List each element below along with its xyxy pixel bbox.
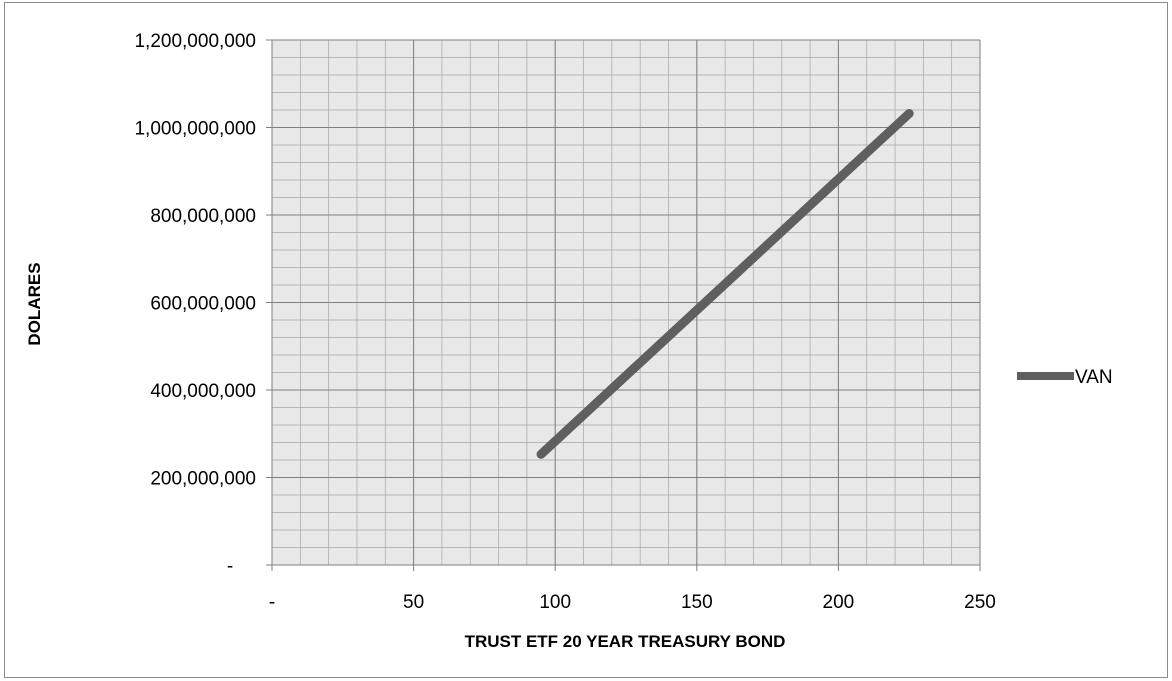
x-tick-label: 100: [539, 592, 571, 613]
y-tick-label: 600,000,000: [150, 294, 256, 315]
x-axis-title: TRUST ETF 20 YEAR TREASURY BOND: [465, 632, 786, 651]
y-tick-label: 1,000,000,000: [134, 119, 256, 140]
x-tick-label: 200: [823, 592, 855, 613]
legend-label-van: VAN: [1075, 367, 1113, 388]
x-tick-label: 50: [403, 592, 424, 613]
y-tick-label: 1,200,000,000: [134, 31, 256, 52]
y-tick-label: -: [227, 556, 233, 577]
x-tick-label: -: [269, 592, 275, 613]
y-tick-label: 800,000,000: [150, 206, 256, 227]
y-axis-title: DOLARES: [25, 262, 44, 345]
x-tick-label: 250: [964, 592, 996, 613]
x-tick-label: 150: [681, 592, 713, 613]
series-line-van: [536, 109, 914, 459]
y-tick-label: 400,000,000: [150, 381, 256, 402]
legend: VAN: [1017, 367, 1113, 388]
y-tick-label: 200,000,000: [150, 469, 256, 490]
